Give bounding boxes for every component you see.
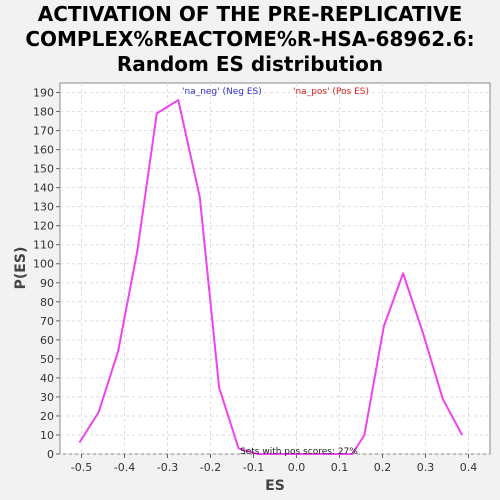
y-tick-label: 160 xyxy=(33,144,54,157)
x-tick-label: -0.2 xyxy=(200,461,221,474)
x-axis-title: ES xyxy=(265,478,285,494)
x-tick-label: 0.4 xyxy=(460,461,478,474)
chart-title: ACTIVATION OF THE PRE-REPLICATIVE COMPLE… xyxy=(0,2,500,77)
legend-neg: 'na_neg' (Neg ES) xyxy=(182,87,262,97)
plot-area xyxy=(59,82,491,455)
x-tick-label: 0.3 xyxy=(417,461,435,474)
pos-score-annotation: Sets with pos scores: 27% xyxy=(240,447,358,457)
x-tick-label: -0.4 xyxy=(114,461,135,474)
y-tick-label: 40 xyxy=(40,372,54,385)
y-tick-label: 100 xyxy=(33,258,54,271)
y-tick-label: 50 xyxy=(40,353,54,366)
y-axis: 0 10 20 30 40 50 60 70 80 90 100 110 120 130 140 150 160… xyxy=(33,87,60,461)
y-tick-label: 120 xyxy=(33,220,54,233)
series-group xyxy=(78,99,463,455)
x-tick-label: 0.1 xyxy=(331,461,349,474)
y-tick-label: 70 xyxy=(40,315,54,328)
chart-title-line-3: Random ES distribution xyxy=(116,52,384,76)
grid xyxy=(60,83,490,455)
x-tick-label: 0.0 xyxy=(288,461,306,474)
y-tick-label: 30 xyxy=(40,391,54,404)
y-tick-label: 90 xyxy=(40,277,54,290)
es-distribution-line xyxy=(78,99,463,455)
x-tick-label: 0.2 xyxy=(374,461,392,474)
x-axis: -0.5 -0.4 -0.3 -0.2 -0.1 0.0 0.1 0.2 0.3 0.4 xyxy=(71,454,477,474)
x-tick-label: -0.5 xyxy=(71,461,92,474)
x-tick-label: -0.1 xyxy=(243,461,264,474)
y-tick-label: 140 xyxy=(33,182,54,195)
legend-pos: 'na_pos' (Pos ES) xyxy=(293,87,369,97)
y-tick-label: 130 xyxy=(33,201,54,214)
y-tick-label: 20 xyxy=(40,410,54,423)
y-tick-label: 190 xyxy=(33,87,54,100)
y-tick-label: 0 xyxy=(47,448,54,461)
y-tick-label: 60 xyxy=(40,334,54,347)
chart-title-line-1: ACTIVATION OF THE PRE-REPLICATIVE xyxy=(37,2,463,26)
y-tick-label: 170 xyxy=(33,125,54,138)
x-tick-label: -0.3 xyxy=(157,461,178,474)
y-tick-label: 150 xyxy=(33,163,54,176)
y-tick-label: 10 xyxy=(40,429,54,442)
chart-title-line-2: COMPLEX%REACTOME%R-HSA-68962.6: xyxy=(25,27,475,51)
y-tick-label: 110 xyxy=(33,239,54,252)
y-tick-label: 80 xyxy=(40,296,54,309)
y-tick-label: 180 xyxy=(33,106,54,119)
y-axis-title: P(ES) xyxy=(13,247,29,290)
